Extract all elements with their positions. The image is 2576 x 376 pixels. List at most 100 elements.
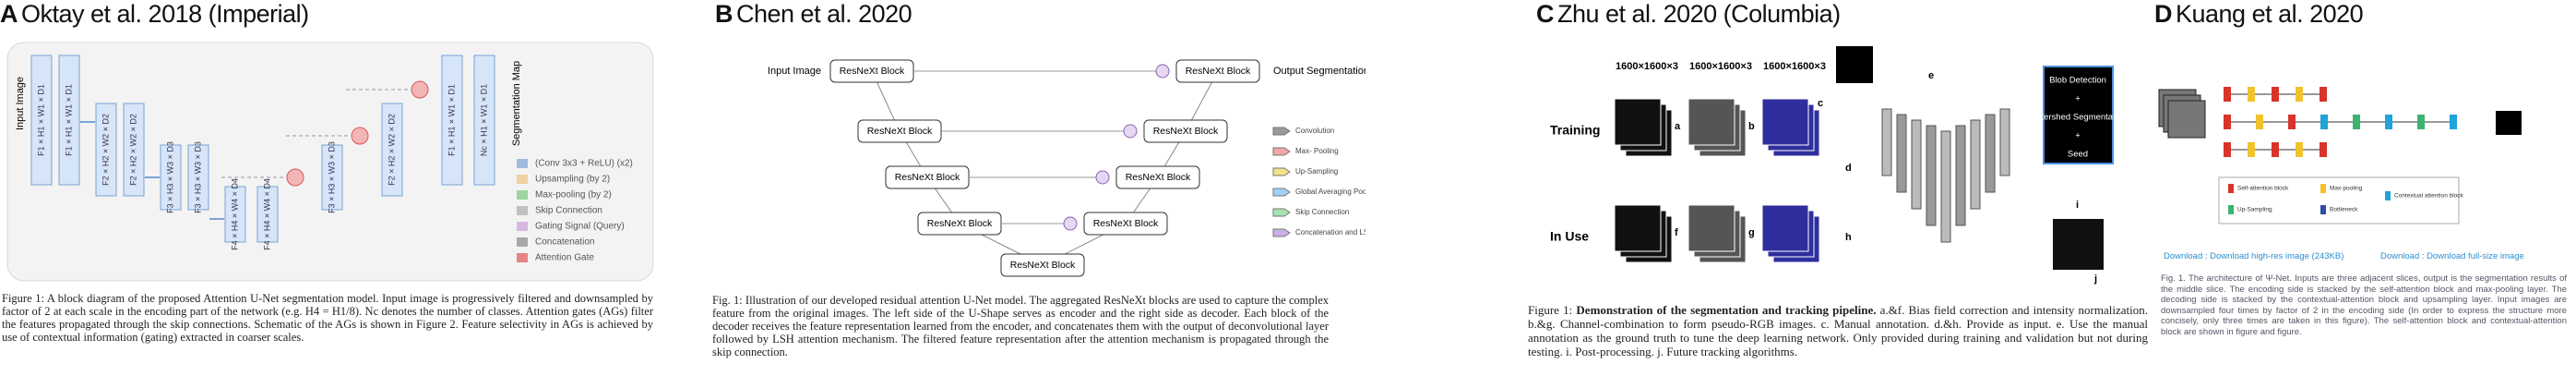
image-stack	[1614, 204, 1662, 252]
input-label: Input Image	[768, 66, 821, 77]
legend-icon	[517, 175, 528, 184]
output-label: Output Segmentation	[1273, 66, 1366, 77]
block	[2224, 115, 2231, 129]
network-layer	[1911, 119, 1922, 210]
block	[2296, 142, 2303, 157]
feature-label: F2 × H2 × W2 × D2	[387, 114, 396, 186]
feature-map	[224, 186, 246, 243]
row-label: Training	[1550, 123, 1600, 138]
block	[2256, 115, 2263, 129]
legend-label: Max-pooling	[2330, 186, 2363, 192]
network-layer	[1970, 119, 1981, 210]
dim-label: 1600×1600×3	[1689, 61, 1752, 72]
post-label: Seed	[2068, 150, 2088, 160]
block-label: ResNeXt Block	[1093, 218, 1159, 229]
feature-label: Nc × H1 × W1 × D1	[479, 84, 488, 156]
block	[2272, 142, 2279, 157]
attention-gate	[286, 168, 304, 187]
block-label: ResNeXt Block	[1186, 66, 1251, 77]
legend-icon	[2228, 205, 2234, 214]
block-label: ResNeXt Block	[867, 126, 933, 137]
caption-text: a.&f. Bias field correction and intensit…	[1528, 303, 2149, 358]
feature-map	[256, 186, 279, 243]
step-label: b	[1748, 121, 1755, 132]
block-label: ResNeXt Block	[1010, 260, 1076, 271]
block	[2353, 115, 2360, 129]
concat	[1155, 64, 1170, 79]
legend-label: Contextual attention block	[2394, 193, 2464, 200]
block	[2288, 115, 2296, 129]
caption-bold: Demonstration of the segmentation and tr…	[1576, 303, 1877, 317]
legend-label: Concatenation	[535, 237, 595, 248]
panel-title-text: Zhu et al. 2020 (Columbia)	[1557, 0, 1841, 28]
step-label: d	[1845, 163, 1852, 174]
caption: Fig. 1. The architecture of Ψ-Net. Input…	[2161, 273, 2567, 337]
post-label: +	[2075, 94, 2081, 104]
diagram-b: ResNeXt Block ResNeXt Block ResNeXt Block R…	[768, 59, 1366, 277]
legend-label: Max- Pooling	[1295, 147, 1339, 155]
legend-icon	[2320, 205, 2326, 214]
block-label: ResNeXt Block	[895, 172, 960, 183]
block	[1175, 59, 1260, 83]
network-layer	[1955, 125, 1966, 226]
block	[1115, 165, 1200, 189]
block	[2224, 142, 2231, 157]
feature-label: F2 × H2 × W2 × D2	[128, 114, 137, 186]
feature-map	[381, 103, 403, 197]
legend-icon	[1272, 167, 1291, 176]
image-stack	[1614, 98, 1662, 146]
block	[2417, 115, 2425, 129]
block	[1143, 119, 1228, 143]
legend-icon	[517, 159, 528, 168]
step-label: c	[1818, 98, 1823, 109]
step-label: f	[1675, 227, 1678, 238]
network-layer	[1940, 130, 1951, 243]
legend-icon	[517, 253, 528, 262]
feature-label: F4 × H4 × W4 × D4	[230, 178, 239, 250]
step-label: h	[1845, 232, 1852, 243]
legend-icon	[1272, 127, 1291, 136]
feature-map	[321, 144, 343, 211]
legend-label: Convolution	[1295, 127, 1334, 135]
legend-icon	[517, 206, 528, 215]
network-layer	[1881, 108, 1892, 176]
legend-icon	[2228, 184, 2234, 193]
panel-title-text: Oktay et al. 2018 (Imperial)	[21, 0, 309, 28]
block-label: ResNeXt Block	[840, 66, 905, 77]
block	[2320, 142, 2327, 157]
legend-icon	[517, 190, 528, 200]
feature-label: F1 × H1 × W1 × D1	[447, 84, 456, 156]
panel-title-text: Chen et al. 2020	[736, 0, 912, 28]
step-label: g	[1748, 227, 1755, 238]
feature-map	[58, 55, 80, 186]
feature-map	[473, 55, 495, 186]
block	[2248, 87, 2255, 102]
step-label: i	[2076, 200, 2079, 211]
legend-label: Bottleneck	[2330, 207, 2358, 213]
caption: Figure 1: Demonstration of the segmentat…	[1528, 303, 2148, 358]
image-stack	[1761, 98, 1809, 146]
download-link[interactable]: Download : Download full-size image	[2380, 251, 2524, 261]
feature-map	[30, 55, 53, 186]
caption: Fig. 1: Illustration of our developed re…	[712, 294, 1329, 358]
legend-icon	[1272, 188, 1291, 197]
dim-label: 1600×1600×3	[1616, 61, 1678, 72]
feature-label: F2 × H2 × W2 × D2	[101, 114, 110, 186]
legend-label: Gating Signal (Query)	[535, 222, 625, 232]
feature-label: F1 × H1 × W1 × D1	[36, 84, 45, 156]
network-layer	[1999, 108, 2010, 176]
concat	[1063, 216, 1078, 231]
image-stack	[1688, 204, 1735, 252]
block-label: ResNeXt Block	[927, 218, 993, 229]
feature-map	[160, 144, 182, 211]
feature-label: F3 × H3 × W3 × D3	[165, 141, 174, 213]
block	[2272, 87, 2279, 102]
block	[2224, 87, 2231, 102]
attention-gate	[351, 127, 369, 145]
step-label: e	[1928, 70, 1934, 81]
legend-icon	[2320, 184, 2326, 193]
diagram-c: Training In Use 1600×1600×3 1600×1600×3 1600…	[1550, 46, 2127, 285]
image-stack	[1688, 98, 1735, 146]
download-link[interactable]: Download : Download high-res image (243K…	[2164, 251, 2344, 261]
caption: Figure 1: A block diagram of the propose…	[2, 292, 653, 344]
